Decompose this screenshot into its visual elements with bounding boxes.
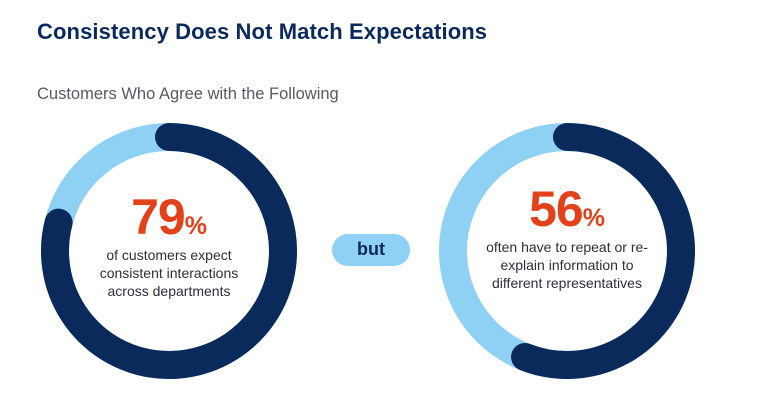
chart-subtitle: Customers Who Agree with the Following [37, 85, 339, 103]
donut-chart-56: 56% often have to repeat or re-explain i… [436, 120, 698, 382]
stat-number: 79 [131, 189, 186, 245]
stat-value: 79% [78, 192, 260, 242]
page-title: Consistency Does Not Match Expectations [37, 19, 488, 44]
donut-value-arc [511, 123, 695, 379]
stat-number: 56 [529, 181, 584, 237]
stat-description: often have to repeat or re-explain infor… [486, 239, 648, 291]
stat-percent-sign: % [582, 204, 605, 232]
stat-description: of customers expect consistent interacti… [99, 247, 239, 299]
donut-value-arc [41, 123, 297, 379]
but-connector-badge: but [332, 234, 410, 266]
donut-svg [41, 123, 297, 379]
donut-svg [439, 123, 695, 379]
donut-chart-79: 79% of customers expect consistent inter… [38, 120, 300, 382]
donut-label: 79% of customers expect consistent inter… [78, 192, 260, 300]
stat-percent-sign: % [184, 212, 207, 240]
donut-label: 56% often have to repeat or re-explain i… [476, 184, 658, 292]
stat-value: 56% [476, 184, 658, 234]
